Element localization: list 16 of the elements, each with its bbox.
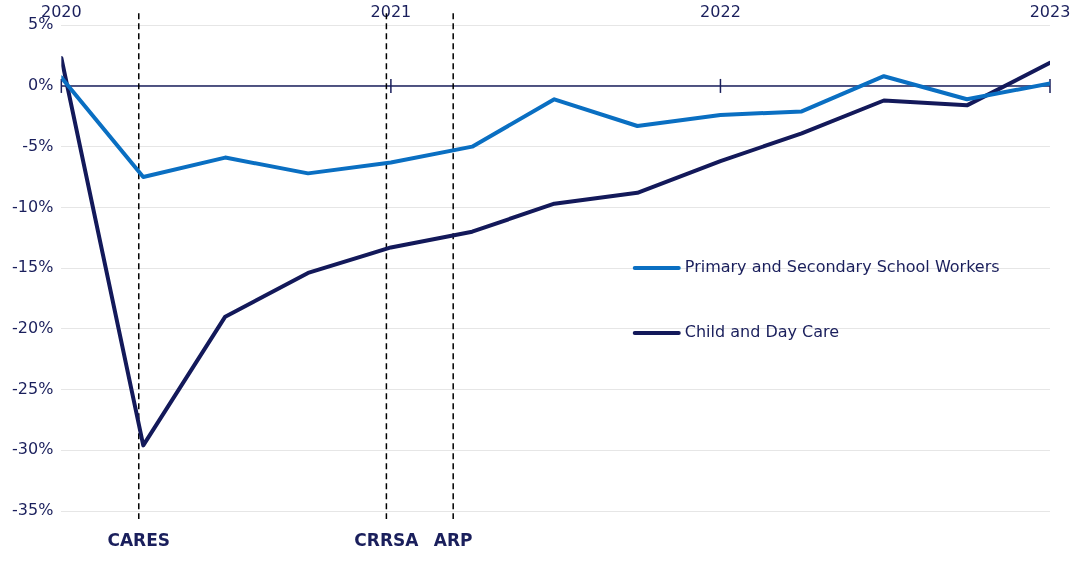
ref-line-label: CRRSA <box>354 529 420 550</box>
ref-line-label: CARES <box>107 529 171 550</box>
y-tick-label: -5% <box>22 135 54 155</box>
ref-line-label: ARP <box>433 529 473 550</box>
y-tick-label: -15% <box>11 257 54 277</box>
y-tick-label: -30% <box>11 439 54 459</box>
y-tick-label: 0% <box>27 75 54 95</box>
x-tick-label: 2022 <box>700 1 741 21</box>
y-tick-label: -10% <box>11 196 54 216</box>
y-tick-label: -35% <box>11 500 54 520</box>
x-tick-label: 2023 <box>1029 1 1071 21</box>
y-tick-label: -25% <box>11 378 54 398</box>
y-tick-label: -20% <box>11 317 54 337</box>
legend-label: Child and Day Care <box>684 322 840 342</box>
x-tick-label: 2021 <box>370 1 412 21</box>
legend-label: Primary and Secondary School Workers <box>684 257 1000 277</box>
